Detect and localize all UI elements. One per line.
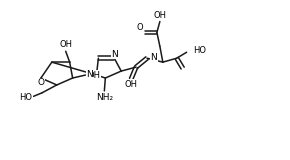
Text: O: O (137, 23, 143, 32)
Text: NH₂: NH₂ (96, 93, 113, 102)
Text: N: N (86, 70, 93, 79)
Text: N: N (111, 50, 118, 59)
Text: OH: OH (88, 71, 100, 80)
Text: N: N (151, 53, 157, 62)
Text: HO: HO (19, 93, 32, 102)
Text: OH: OH (60, 40, 73, 49)
Text: O: O (38, 78, 45, 87)
Text: OH: OH (124, 80, 137, 89)
Text: OH: OH (153, 11, 166, 20)
Text: HO: HO (193, 46, 206, 55)
